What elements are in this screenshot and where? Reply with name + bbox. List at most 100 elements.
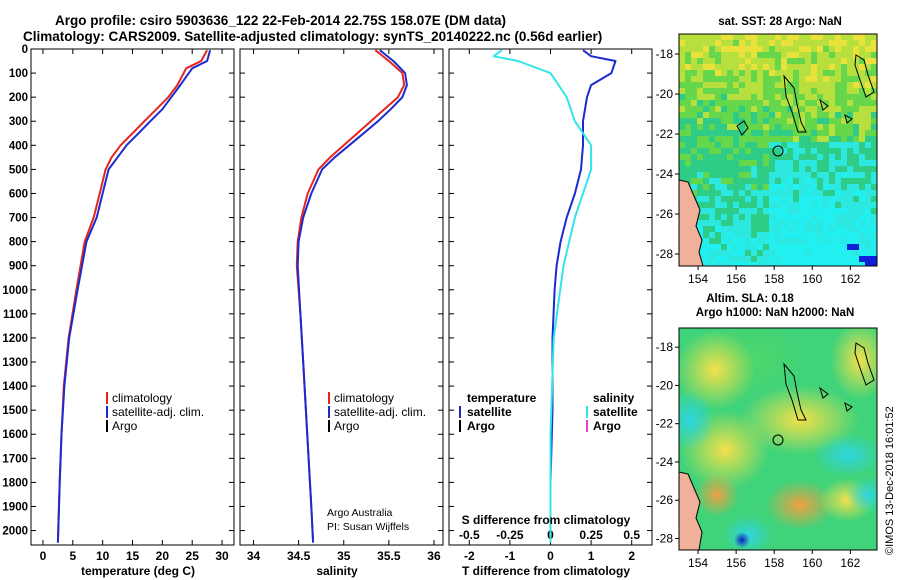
sst-pixel xyxy=(811,226,817,232)
sst-pixel xyxy=(715,34,721,40)
sst-pixel xyxy=(721,160,727,166)
sst-pixel xyxy=(715,82,721,88)
sst-pixel xyxy=(853,184,859,190)
sst-pixel xyxy=(865,124,871,130)
depth-tick-label: 600 xyxy=(9,188,28,200)
map-lon-tick-label: 154 xyxy=(688,556,708,570)
sst-pixel xyxy=(793,232,799,238)
sst-pixel xyxy=(859,124,865,130)
sst-pixel xyxy=(763,250,769,256)
sst-pixel xyxy=(853,238,859,244)
sst-pixel xyxy=(847,112,853,118)
sst-pixel xyxy=(805,112,811,118)
sst-pixel xyxy=(727,100,733,106)
sst-pixel xyxy=(757,238,763,244)
sst-pixel xyxy=(703,58,709,64)
sst-pixel xyxy=(787,130,793,136)
sst-pixel xyxy=(709,94,715,100)
sst-pixel xyxy=(757,88,763,94)
sst-pixel xyxy=(793,130,799,136)
sst-pixel xyxy=(841,136,847,142)
sdiff-satellite-line xyxy=(492,49,593,543)
depth-tick-label: 800 xyxy=(9,237,28,249)
sst-pixel xyxy=(709,250,715,256)
sst-pixel xyxy=(835,178,841,184)
sst-pixel xyxy=(823,172,829,178)
sst-pixel xyxy=(769,208,775,214)
sst-pixel xyxy=(739,136,745,142)
sst-pixel xyxy=(775,58,781,64)
sst-pixel xyxy=(793,262,799,266)
sst-pixel xyxy=(685,82,691,88)
sst-pixel xyxy=(751,154,757,160)
sst-pixel xyxy=(769,238,775,244)
sst-pixel xyxy=(697,136,703,142)
sst-pixel xyxy=(847,40,853,46)
sst-pixel xyxy=(703,112,709,118)
sst-pixel xyxy=(799,64,805,70)
sst-pixel xyxy=(739,142,745,148)
sst-pixel xyxy=(727,70,733,76)
sst-pixel xyxy=(763,130,769,136)
sst-pixel xyxy=(721,178,727,184)
sst-pixel xyxy=(799,130,805,136)
salinity-x-tick-label: 35 xyxy=(337,549,351,563)
sst-pixel xyxy=(811,160,817,166)
sst-pixel xyxy=(769,124,775,130)
sst-pixel xyxy=(685,76,691,82)
sst-pixel xyxy=(871,208,877,214)
sst-pixel xyxy=(865,262,871,266)
sst-pixel xyxy=(829,64,835,70)
sst-pixel xyxy=(781,52,787,58)
sst-pixel xyxy=(751,112,757,118)
sst-pixel xyxy=(763,106,769,112)
sst-pixel xyxy=(679,94,685,100)
sst-pixel xyxy=(859,262,865,266)
sst-pixel xyxy=(697,184,703,190)
sst-pixel xyxy=(817,196,823,202)
panel-ticks: 0 5 10 15 20 25 30 34 34.5 35 35.5 36 -2 -1 0 1 2 -0.5 -0.… xyxy=(40,49,640,563)
sst-pixel xyxy=(781,142,787,148)
sst-pixel xyxy=(853,70,859,76)
sla-blob xyxy=(695,473,739,517)
sst-pixel xyxy=(745,88,751,94)
sst-pixel xyxy=(751,214,757,220)
sst-pixel xyxy=(721,124,727,130)
sdiff-x-tick-label: 0.5 xyxy=(623,528,640,542)
sst-pixel xyxy=(799,148,805,154)
sst-pixel xyxy=(811,250,817,256)
sst-pixel xyxy=(799,250,805,256)
sdiff-x-tick-label: -0.25 xyxy=(496,528,524,542)
sst-pixel xyxy=(685,148,691,154)
sst-pixel xyxy=(739,46,745,52)
sst-pixel xyxy=(853,172,859,178)
sst-pixel xyxy=(841,118,847,124)
sst-pixel xyxy=(721,220,727,226)
sst-raster xyxy=(679,34,877,266)
sst-pixel xyxy=(859,76,865,82)
sst-pixel xyxy=(733,64,739,70)
sst-pixel xyxy=(799,154,805,160)
sst-pixel xyxy=(823,58,829,64)
sst-pixel xyxy=(811,196,817,202)
sst-pixel xyxy=(859,94,865,100)
sst-pixel xyxy=(769,106,775,112)
sst-pixel xyxy=(691,70,697,76)
sst-pixel xyxy=(733,226,739,232)
sst-pixel xyxy=(871,148,877,154)
sst-pixel xyxy=(727,256,733,262)
sst-pixel xyxy=(691,142,697,148)
sst-pixel xyxy=(679,76,685,82)
sst-pixel xyxy=(805,130,811,136)
sst-pixel xyxy=(859,154,865,160)
sst-pixel xyxy=(763,100,769,106)
legend-satellite-label: satellite-adj. clim. xyxy=(112,405,204,419)
sla-blob xyxy=(679,330,755,410)
sst-pixel xyxy=(679,112,685,118)
sst-pixel xyxy=(841,238,847,244)
sst-pixel xyxy=(697,34,703,40)
sst-pixel xyxy=(733,112,739,118)
sst-pixel xyxy=(709,202,715,208)
sst-pixel xyxy=(775,124,781,130)
sst-pixel xyxy=(835,262,841,266)
